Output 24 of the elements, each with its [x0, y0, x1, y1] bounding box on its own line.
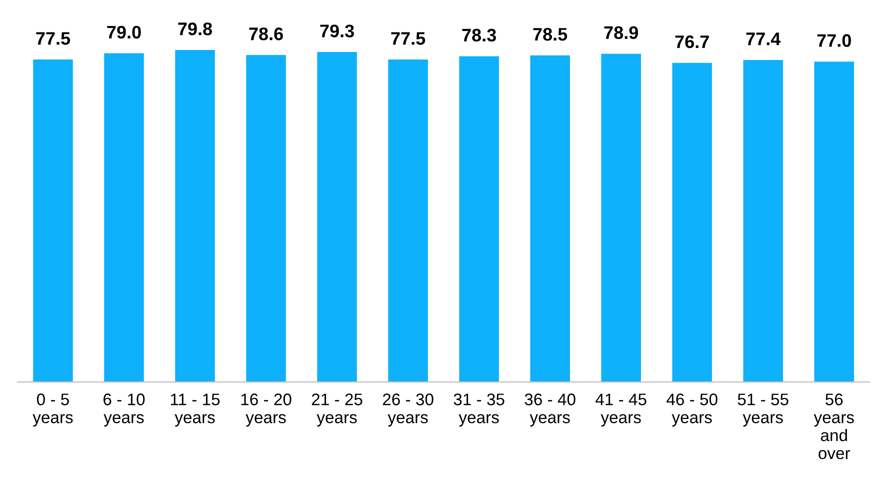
data-label: 78.9 — [604, 26, 638, 40]
x-tick-label: 6 - 10 years — [104, 394, 145, 427]
x-tick-label: 31 - 35 years — [454, 394, 504, 427]
data-label: 77.5 — [391, 32, 426, 45]
x-tick-label: 51 - 55 years — [738, 394, 788, 427]
x-tick-label: 46 - 50 years — [666, 394, 718, 427]
data-label: 77.4 — [746, 32, 781, 46]
data-label: 79.0 — [107, 26, 141, 39]
data-label: 78.3 — [462, 28, 496, 42]
x-tick-label: 16 - 20 years — [241, 394, 292, 427]
data-label: 77.0 — [817, 34, 851, 47]
data-label: 78.5 — [533, 28, 568, 41]
x-tick-label: 21 - 25 years — [312, 394, 362, 427]
x-tick-label: 11 - 15 years — [170, 394, 220, 427]
x-tick-label: 0 - 5 years — [32, 394, 73, 427]
data-label: 76.7 — [675, 35, 709, 48]
x-tick-label: 41 - 45 years — [596, 394, 646, 427]
x-tick-label: 36 - 40 years — [524, 394, 576, 427]
x-tick-label: 26 - 30 years — [382, 394, 434, 427]
data-label: 78.6 — [249, 27, 283, 40]
data-label: 79.8 — [178, 22, 212, 36]
data-label: 77.5 — [36, 32, 70, 45]
x-tick-label: 56 years and over — [814, 394, 854, 460]
data-label: 79.3 — [320, 24, 354, 38]
